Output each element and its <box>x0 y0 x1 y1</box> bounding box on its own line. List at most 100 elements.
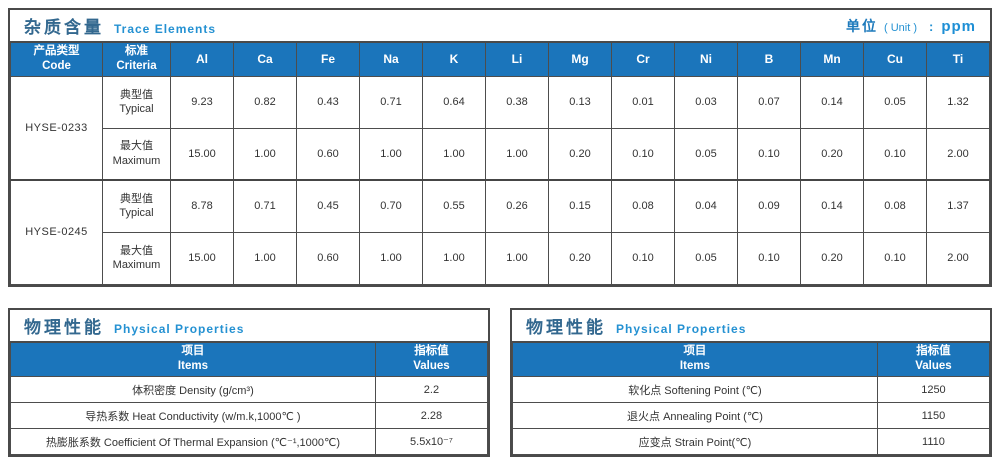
col-header-criteria-zh: 标准 <box>125 44 148 57</box>
physical-left-header-row: 项目 Items 指标值 Values <box>10 340 489 377</box>
criteria-typical-en: Typical <box>119 207 154 220</box>
value-cell: 0.71 <box>233 179 297 233</box>
value-cell: 0.10 <box>737 231 801 285</box>
value-cell: 1.00 <box>485 231 549 285</box>
col-header-code-zh: 产品类型 <box>33 44 80 57</box>
physical-right-title-en: Physical Properties <box>616 321 747 336</box>
physical-right-table: 项目 Items 指标值 Values 软化点 Softening Point … <box>512 340 991 455</box>
value-cell: 9.23 <box>170 75 234 129</box>
value-cell: 0.10 <box>611 231 675 285</box>
product-code-cell: HYSE-0233 <box>10 75 103 181</box>
trace-row-0233-typical: HYSE-0233 典型值 Typical 9.23 0.82 0.43 0.7… <box>10 75 990 181</box>
trace-elements-table: 产品类型 Code 标准 Criteria Al Ca Fe Na K Li M… <box>10 41 990 285</box>
value-cell: 1.00 <box>359 127 423 181</box>
physical-right-title-zh: 物理性能 <box>526 317 606 337</box>
physical-properties-section-left: 物理性能 Physical Properties 项目 Items 指标值 Va… <box>8 307 490 457</box>
value-cell: 0.20 <box>800 231 864 285</box>
value-cell: 1110 <box>876 428 991 455</box>
value-cell: 1.00 <box>422 231 486 285</box>
value-cell: 0.70 <box>359 179 423 233</box>
physical-left-row-heat-conductivity: 导热系数 Heat Conductivity (w/m.k,1000℃ ) 2.… <box>10 402 489 429</box>
unit-value: ppm <box>941 17 976 35</box>
item-cell: 应变点 Strain Point(℃) <box>512 428 878 455</box>
value-cell: 15.00 <box>170 127 234 181</box>
criteria-typical-zh: 典型值 <box>120 192 153 205</box>
item-cell: 软化点 Softening Point (℃) <box>512 376 878 403</box>
col-header-criteria-en: Criteria <box>116 60 157 73</box>
unit-zh: 单位 <box>845 17 878 34</box>
trace-elements-title: 杂质含量 Trace Elements <box>24 13 216 38</box>
trace-row-0245-maximum: 最大值 Maximum 15.00 1.00 0.60 1.00 1.00 1.… <box>11 231 990 285</box>
physical-right-header-row: 项目 Items 指标值 Values <box>512 340 991 377</box>
physical-left-title-en: Physical Properties <box>114 321 245 336</box>
value-cell: 0.10 <box>863 231 927 285</box>
value-cell: 1.00 <box>422 127 486 181</box>
element-col-header-cr: Cr <box>611 41 675 77</box>
element-col-header-ti: Ti <box>926 41 990 77</box>
trace-row-0245-typical: HYSE-0245 典型值 Typical 8.78 0.71 0.45 0.7… <box>10 179 990 285</box>
element-col-header-na: Na <box>359 41 423 77</box>
value-cell: 0.10 <box>863 127 927 181</box>
value-cell: 0.10 <box>611 127 675 181</box>
value-cell: 0.55 <box>422 179 486 233</box>
trace-row-0233-maximum: 最大值 Maximum 15.00 1.00 0.60 1.00 1.00 1.… <box>11 127 990 181</box>
value-cell: 0.38 <box>485 75 549 129</box>
value-cell: 0.07 <box>737 75 801 129</box>
value-cell: 0.60 <box>296 127 360 181</box>
value-cell: 0.04 <box>674 179 738 233</box>
criteria-typical-en: Typical <box>119 103 154 115</box>
col-header-items: 项目 Items <box>10 340 376 377</box>
unit-colon: : <box>928 18 934 34</box>
criteria-cell-maximum: 最大值 Maximum <box>102 231 171 285</box>
element-col-header-ca: Ca <box>233 41 297 77</box>
trace-title-zh: 杂质含量 <box>24 18 104 37</box>
item-cell: 体积密度 Density (g/cm³) <box>10 376 376 403</box>
col-header-code: 产品类型 Code <box>10 41 103 77</box>
value-cell: 0.10 <box>737 127 801 181</box>
physical-left-title-zh: 物理性能 <box>24 317 104 337</box>
element-col-header-mn: Mn <box>800 41 864 77</box>
value-cell: 0.08 <box>611 179 675 233</box>
value-cell: 1150 <box>876 402 991 429</box>
element-col-header-k: K <box>422 41 486 77</box>
value-cell: 0.01 <box>611 75 675 129</box>
col-header-values-en: Values <box>413 360 450 373</box>
element-col-header-al: Al <box>170 41 234 77</box>
value-cell: 0.20 <box>800 127 864 181</box>
element-col-header-li: Li <box>485 41 549 77</box>
col-header-items: 项目 Items <box>512 340 878 377</box>
item-cell: 退火点 Annealing Point (℃) <box>512 402 878 429</box>
col-header-values-zh: 指标值 <box>414 344 449 357</box>
element-col-header-ni: Ni <box>674 41 738 77</box>
element-col-header-mg: Mg <box>548 41 612 77</box>
value-cell: 0.26 <box>485 179 549 233</box>
col-header-items-zh: 项目 <box>683 344 707 357</box>
value-cell: 0.60 <box>296 231 360 285</box>
value-cell: 0.15 <box>548 179 612 233</box>
element-col-header-fe: Fe <box>296 41 360 77</box>
value-cell: 5.5x10⁻⁷ <box>374 428 489 455</box>
value-cell: 0.45 <box>296 179 360 233</box>
col-header-values: 指标值 Values <box>876 340 991 377</box>
value-cell: 0.08 <box>863 179 927 233</box>
col-header-values-zh: 指标值 <box>916 344 951 357</box>
value-cell: 0.05 <box>674 127 738 181</box>
trace-header-row: 产品类型 Code 标准 Criteria Al Ca Fe Na K Li M… <box>10 41 990 77</box>
criteria-typical-zh: 典型值 <box>120 88 153 101</box>
value-cell: 0.43 <box>296 75 360 129</box>
value-cell: 1250 <box>876 376 991 403</box>
value-cell: 0.71 <box>359 75 423 129</box>
item-cell: 热膨胀系数 Coefficient Of Thermal Expansion (… <box>10 428 376 455</box>
unit-paren: ( Unit ) <box>883 21 917 34</box>
col-header-items-en: Items <box>679 360 710 373</box>
criteria-maximum-en: Maximum <box>112 259 161 271</box>
physical-right-row-softening-point: 软化点 Softening Point (℃) 1250 <box>512 376 991 403</box>
value-cell: 1.00 <box>359 231 423 285</box>
element-col-header-b: B <box>737 41 801 77</box>
value-cell: 8.78 <box>170 179 234 233</box>
value-cell: 0.14 <box>800 75 864 129</box>
element-col-header-cu: Cu <box>863 41 927 77</box>
value-cell: 1.00 <box>485 127 549 181</box>
trace-elements-section: 杂质含量 Trace Elements 单位 ( Unit ) : ppm 产品… <box>8 8 992 287</box>
